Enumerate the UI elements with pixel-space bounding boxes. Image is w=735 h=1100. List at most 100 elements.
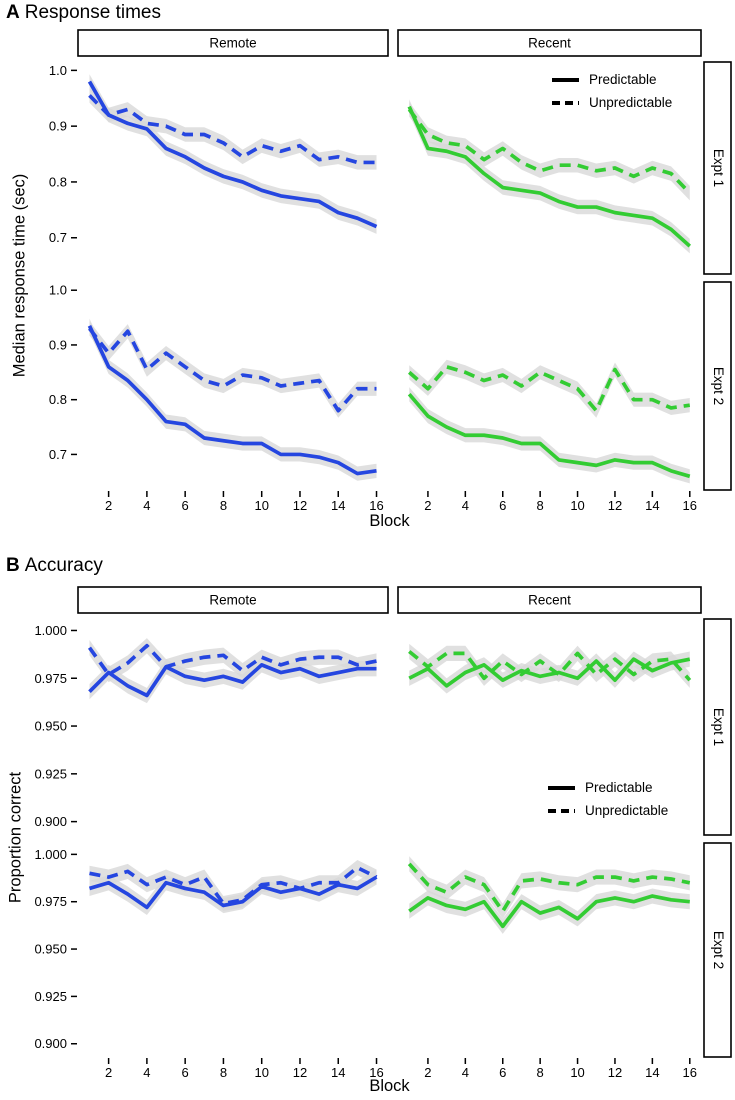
legend-a: Predictable Unpredictable <box>552 72 672 110</box>
dashed-line-key-icon <box>552 100 579 105</box>
series-line-unpredictable <box>89 865 378 906</box>
legend-label-predictable: Predictable <box>589 72 657 87</box>
legend-label-unpredictable: Unpredictable <box>589 95 673 110</box>
dashed-line-key-icon <box>548 808 575 813</box>
y-tick-label: 0.9 <box>49 337 67 352</box>
facet-label: Remote <box>209 36 256 51</box>
legend-label-predictable: Predictable <box>585 780 653 795</box>
x-tick-label: 16 <box>683 498 697 513</box>
series-line-predictable <box>88 663 377 698</box>
x-tick-label: 4 <box>143 498 150 513</box>
series-line-predictable <box>408 657 691 688</box>
facet-strip-recent <box>397 586 702 614</box>
y-tick-label: 0.8 <box>49 174 67 189</box>
confidence-ribbon <box>409 643 690 688</box>
panel-a-letter: A <box>6 2 20 23</box>
x-tick-label: 14 <box>645 498 659 513</box>
x-tick-label: 2 <box>105 1065 112 1080</box>
x-tick-label: 6 <box>499 498 506 513</box>
confidence-ribbon <box>89 74 377 234</box>
panel-b-plot: Remote Recent Expt 1 Expt 2 0.900 0.925 0.950 0… <box>34 586 732 1080</box>
y-tick-label: 1.0 <box>49 283 67 298</box>
solid-line-key-icon <box>548 785 575 790</box>
x-axis-label-block-a: Block <box>369 512 410 530</box>
series-line-unpredictable <box>88 327 377 413</box>
x-tick-label: 10 <box>254 1065 268 1080</box>
series-line-predictable <box>408 894 690 929</box>
facet-strip-remote <box>77 29 389 57</box>
y-tick-label: 0.925 <box>34 989 67 1004</box>
x-tick-label: 2 <box>424 1065 431 1080</box>
x-tick-label: 6 <box>499 1065 506 1080</box>
x-tick-label: 14 <box>331 1065 345 1080</box>
y-tick-label: 0.975 <box>34 894 67 909</box>
facet-label: Expt 1 <box>711 708 726 746</box>
x-tick-label: 4 <box>462 498 469 513</box>
panel-b-accuracy: B Accuracy Proportion correct Remote Recen… <box>0 545 735 1100</box>
y-tick-label: 0.950 <box>34 719 67 734</box>
confidence-ribbon <box>409 856 690 919</box>
y-tick-label: 0.950 <box>34 942 67 957</box>
legend-item-unpredictable: Unpredictable <box>548 803 668 818</box>
legend-b: Predictable Unpredictable <box>548 780 668 818</box>
y-tick-label: 0.900 <box>34 1036 67 1051</box>
x-tick-label: 8 <box>220 498 227 513</box>
legend-item-predictable: Predictable <box>548 780 668 795</box>
legend-item-unpredictable: Unpredictable <box>552 95 672 110</box>
x-tick-label: 16 <box>683 1065 697 1080</box>
facet-label: Expt 2 <box>711 367 726 405</box>
facet-label: Recent <box>528 36 571 51</box>
panel-a-title-text: Response times <box>24 2 161 23</box>
x-tick-label: 12 <box>608 498 622 513</box>
facet-strip-remote <box>77 586 389 614</box>
facet-strip-recent <box>397 29 702 57</box>
x-tick-label: 8 <box>537 1065 544 1080</box>
x-tick-label: 8 <box>537 498 544 513</box>
panel-b-title: B Accuracy <box>6 555 103 577</box>
x-tick-label: 10 <box>570 1065 584 1080</box>
y-tick-label: 0.8 <box>49 392 67 407</box>
legend-item-predictable: Predictable <box>552 72 672 87</box>
x-tick-label: 10 <box>570 498 584 513</box>
y-tick-label: 0.9 <box>49 119 67 134</box>
x-tick-label: 16 <box>369 1065 383 1080</box>
x-tick-label: 4 <box>462 1065 469 1080</box>
x-tick-label: 2 <box>424 498 431 513</box>
y-tick-label: 0.7 <box>49 230 67 245</box>
facet-label: Expt 2 <box>711 931 726 969</box>
x-tick-label: 2 <box>105 498 112 513</box>
x-tick-label: 14 <box>331 498 345 513</box>
x-tick-label: 10 <box>254 498 268 513</box>
panel-b-title-text: Accuracy <box>24 555 103 576</box>
x-axis-label-block-b: Block <box>369 1077 410 1095</box>
legend-label-unpredictable: Unpredictable <box>585 803 669 818</box>
facet-label: Recent <box>528 593 571 608</box>
x-tick-label: 12 <box>608 1065 622 1080</box>
series-line-unpredictable <box>407 108 692 195</box>
series-line-unpredictable <box>408 364 691 413</box>
x-tick-label: 14 <box>645 1065 659 1080</box>
confidence-ribbon <box>89 321 377 418</box>
facet-label: Remote <box>209 593 256 608</box>
confidence-ribbon <box>89 860 377 912</box>
panel-b-letter: B <box>6 555 20 576</box>
y-tick-label: 0.7 <box>49 447 67 462</box>
y-tick-label: 0.900 <box>34 814 67 829</box>
x-tick-label: 6 <box>182 1065 189 1080</box>
x-tick-label: 12 <box>293 1065 307 1080</box>
facet-strip-expt-1 <box>703 618 732 836</box>
x-tick-label: 4 <box>143 1065 150 1080</box>
series-line-unpredictable <box>407 862 691 914</box>
y-tick-label: 0.975 <box>34 671 67 686</box>
x-tick-label: 6 <box>182 498 189 513</box>
x-tick-label: 12 <box>293 498 307 513</box>
confidence-ribbon <box>409 102 690 201</box>
y-tick-label: 1.000 <box>34 847 67 862</box>
series-line-predictable <box>87 80 378 229</box>
confidence-ribbon <box>89 638 377 683</box>
y-tick-label: 1.000 <box>34 623 67 638</box>
y-tick-label: 1.0 <box>49 63 67 78</box>
series-line-unpredictable <box>88 94 377 165</box>
facet-strip-expt-2 <box>703 842 732 1058</box>
